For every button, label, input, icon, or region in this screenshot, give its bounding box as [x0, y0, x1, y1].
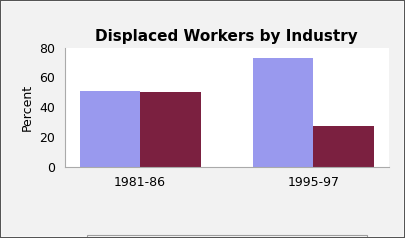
Y-axis label: Percent: Percent [21, 84, 34, 131]
Bar [140, 92, 201, 167]
Bar [253, 58, 313, 167]
Bar [313, 126, 374, 167]
Text: Displaced Workers by Industry: Displaced Workers by Industry [96, 29, 358, 44]
Legend: Nonmanufacturing, Manufacturing: Nonmanufacturing, Manufacturing [87, 235, 367, 238]
Bar [79, 91, 140, 167]
